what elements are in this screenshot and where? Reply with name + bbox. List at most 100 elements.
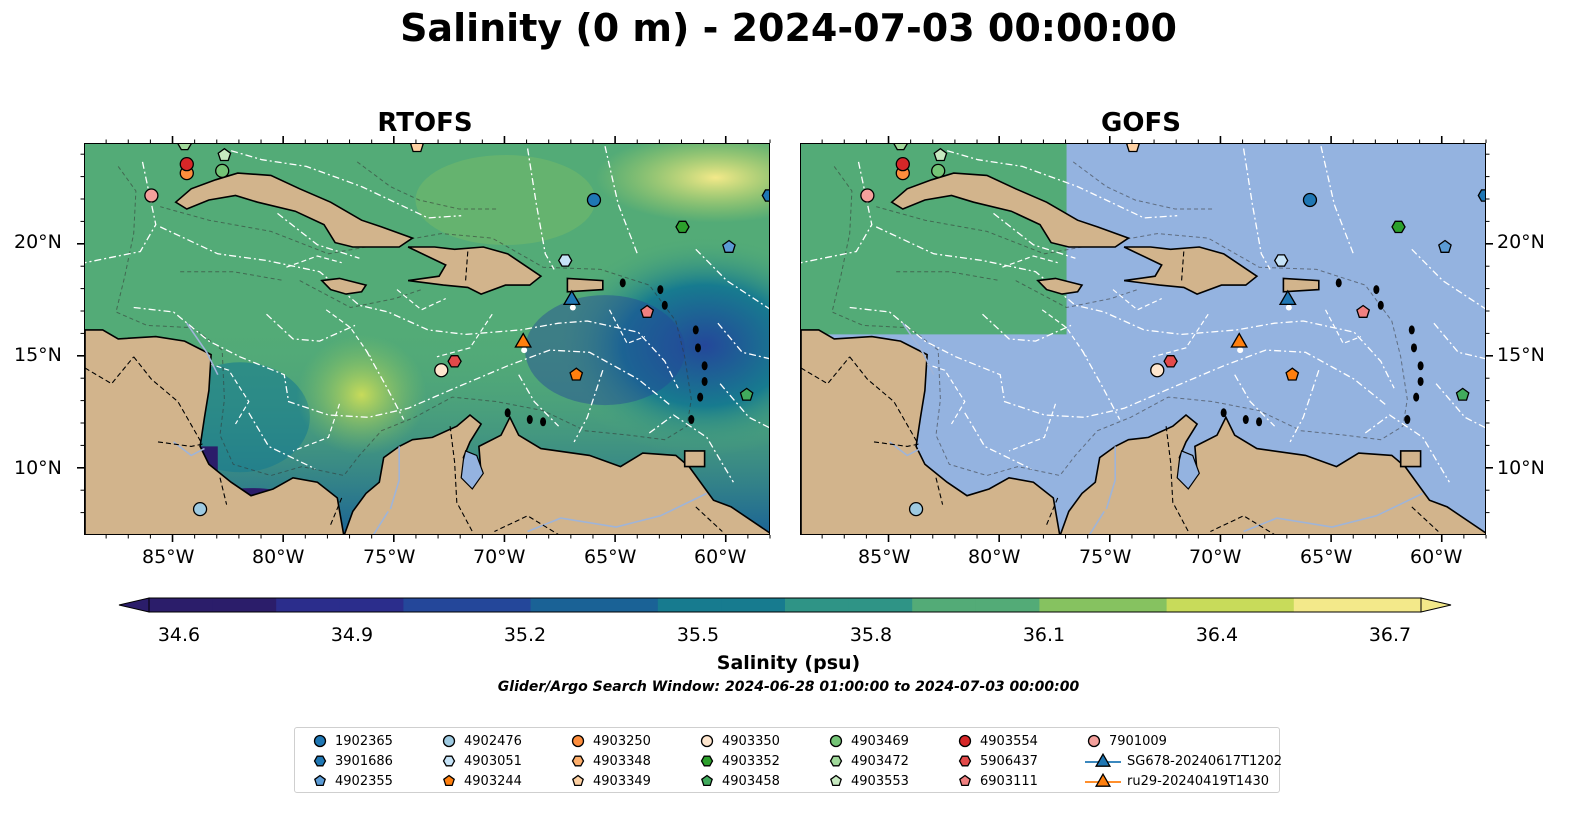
legend-symbol: [959, 774, 971, 787]
colorbar-tick: 35.2: [503, 624, 547, 646]
legend-item: 4903458: [696, 771, 780, 791]
legend-marker-hexagon-icon: [829, 755, 843, 767]
float-marker-5906437: [1163, 355, 1178, 368]
x-tick-label: 70°W: [473, 546, 526, 568]
float-marker-4903349: [1126, 144, 1140, 153]
float-marker-1902365: [586, 192, 602, 208]
legend-label: 6903111: [980, 773, 1038, 789]
legend-symbol: [1087, 734, 1101, 748]
float-marker-4903469: [931, 163, 946, 179]
legend-marker-triangle-icon: [1085, 752, 1121, 767]
legend-symbol: [1094, 772, 1112, 787]
float-marker-4903244: [1285, 367, 1300, 381]
legend-label: 4903349: [593, 773, 651, 789]
float-marker-6903111: [1356, 304, 1371, 318]
float-marker-3901686: [1477, 189, 1485, 202]
colorbar-tick: 36.7: [1368, 624, 1412, 646]
legend-item: 4903350: [696, 731, 780, 751]
colorbar-tick: 34.9: [330, 624, 374, 646]
x-tick-label: 85°W: [858, 546, 911, 568]
legend-marker-pentagon-icon: [959, 774, 971, 787]
legend-symbol: [443, 774, 455, 787]
x-tick-label: 80°W: [968, 546, 1021, 568]
legend-marker-pentagon-icon: [701, 774, 713, 787]
y-tick-label-left: 10°N: [14, 457, 62, 479]
rtofs-map[interactable]: [84, 143, 770, 535]
legend-marker-pentagon-icon: [443, 774, 455, 787]
legend-label: 4903051: [464, 753, 522, 769]
y-tick-label-right: 15°N: [1497, 344, 1545, 366]
legend-symbol: [1094, 752, 1112, 767]
legend-symbol: [958, 734, 972, 748]
float-marker-4903553: [217, 147, 232, 162]
map-axes: [77, 136, 1493, 542]
float-marker-4903458: [739, 387, 754, 401]
float-marker-4902355: [722, 239, 736, 253]
float-marker-4903349: [410, 144, 424, 153]
legend-symbol: [958, 755, 972, 767]
float-marker-3901686: [761, 189, 769, 202]
legend-item: 4903348: [567, 751, 651, 771]
legend-item: 7901009: [1083, 731, 1167, 751]
glider-marker-ru29-20240419T1430: [514, 332, 533, 348]
legend-item: 4903352: [696, 751, 780, 771]
legend-marker-pentagon-icon: [830, 774, 842, 787]
legend-item: 6903111: [954, 771, 1038, 791]
legend-symbol: [829, 734, 843, 748]
legend-label: 4903472: [851, 753, 909, 769]
colorbar-tick: 36.1: [1022, 624, 1066, 646]
colorbar-tick: 35.8: [849, 624, 893, 646]
legend-label: 1902365: [335, 733, 393, 749]
x-tick-label: 85°W: [142, 546, 195, 568]
legend-label: 4903469: [851, 733, 909, 749]
legend-item: 4903469: [825, 731, 909, 751]
legend-marker-pentagon-icon: [572, 774, 584, 787]
float-marker-5906437: [447, 355, 462, 368]
glider-marker-ru29-20240419T1430: [1230, 332, 1249, 348]
legend-item: 3901686: [309, 751, 393, 771]
figure-title: Salinity (0 m) - 2024-07-03 00:00:00: [400, 6, 1177, 50]
legend-label: 4903350: [722, 733, 780, 749]
legend-marker-hexagon-icon: [313, 755, 327, 767]
legend-item: 4903554: [954, 731, 1038, 751]
legend-symbol: [829, 755, 843, 767]
gofs-map[interactable]: [800, 143, 1486, 535]
float-marker-4903051: [557, 254, 573, 267]
legend-label: 4902476: [464, 733, 522, 749]
legend-item: 4903553: [825, 771, 909, 791]
legend-symbol: [830, 774, 842, 787]
float-marker-4903352: [675, 220, 690, 234]
legend-label: 4903250: [593, 733, 651, 749]
legend-label: 5906437: [980, 753, 1038, 769]
colorbar-label: Salinity (psu): [716, 652, 861, 674]
legend-label: 4903458: [722, 773, 780, 789]
glider-marker-SG678-20240617T1202: [562, 289, 581, 306]
legend-item: SG678-20240617T1202: [1083, 751, 1282, 771]
x-tick-label: 60°W: [1410, 546, 1463, 568]
legend-symbol: [313, 755, 327, 767]
float-marker-7901009: [860, 188, 875, 203]
legend-marker-circle-icon: [958, 734, 972, 748]
float-marker-1902365: [1302, 192, 1318, 208]
x-tick-label: 65°W: [584, 546, 637, 568]
legend: 1902365 3901686 4902355 4902476 4903051 49032…: [294, 727, 1282, 793]
legend-label: 7901009: [1109, 733, 1167, 749]
float-marker-4902476: [908, 501, 924, 517]
legend-item: 4902355: [309, 771, 393, 791]
legend-marker-circle-icon: [700, 734, 714, 748]
legend-symbol: [700, 734, 714, 748]
x-tick-label: 70°W: [1189, 546, 1242, 568]
glider-marker-SG678-20240617T1202: [1278, 289, 1297, 306]
legend-label: 4903244: [464, 773, 522, 789]
float-marker-4903051: [1273, 254, 1289, 267]
legend-marker-circle-icon: [571, 734, 585, 748]
float-marker-4903352: [1391, 220, 1406, 234]
legend-marker-triangle-icon: [1085, 772, 1121, 787]
legend-symbol: [572, 774, 584, 787]
x-tick-label: 60°W: [694, 546, 747, 568]
legend-symbol: [314, 774, 326, 787]
legend-symbol: [442, 734, 456, 748]
legend-marker-circle-icon: [313, 734, 327, 748]
legend-item: 4903250: [567, 731, 651, 751]
float-marker-4903472: [177, 144, 192, 151]
